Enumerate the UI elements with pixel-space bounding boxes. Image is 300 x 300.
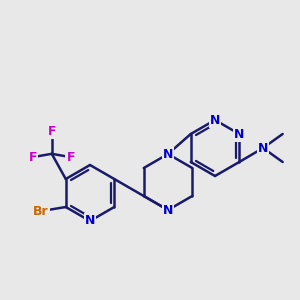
Text: N: N: [85, 214, 95, 227]
Text: F: F: [67, 151, 75, 164]
Text: Br: Br: [33, 205, 48, 218]
Text: N: N: [163, 203, 173, 217]
Text: N: N: [258, 142, 268, 154]
Text: N: N: [163, 148, 173, 160]
Text: F: F: [47, 125, 56, 138]
Text: F: F: [28, 151, 37, 164]
Text: N: N: [234, 128, 244, 140]
Text: N: N: [210, 113, 220, 127]
